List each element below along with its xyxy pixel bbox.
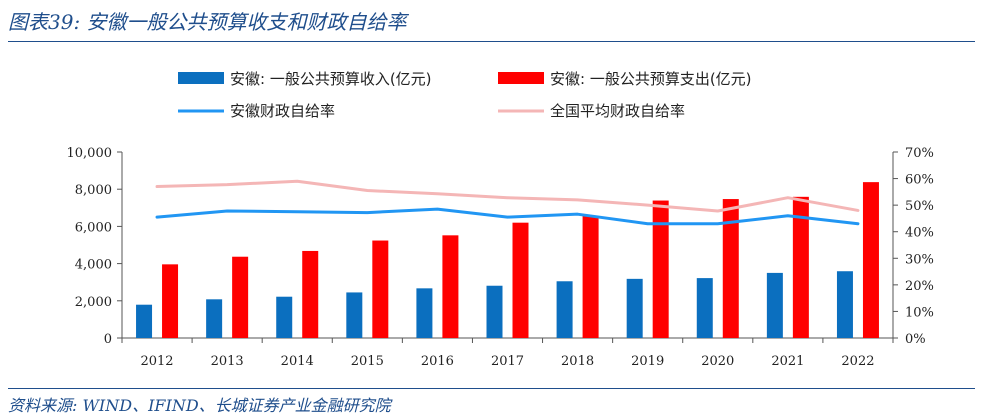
bar-expenditure bbox=[302, 250, 319, 338]
chart-title: 图表39: 安徽一般公共预算收支和财政自给率 bbox=[8, 10, 407, 34]
bar-expenditure bbox=[162, 264, 179, 338]
y-left-tick-label: 6,000 bbox=[75, 220, 112, 235]
x-tick-label: 2017 bbox=[491, 354, 524, 369]
y-left-tick-label: 10,000 bbox=[67, 146, 113, 161]
legend-swatch-revenue bbox=[178, 72, 224, 84]
x-tick-label: 2013 bbox=[211, 354, 244, 369]
bar-expenditure bbox=[722, 199, 739, 338]
legend-label-revenue: 安徽: 一般公共预算收入(亿元) bbox=[230, 70, 432, 88]
bar-revenue bbox=[626, 278, 643, 338]
y-left-tick-label: 4,000 bbox=[75, 258, 112, 273]
line-ratio-national bbox=[155, 179, 860, 213]
x-tick-label: 2021 bbox=[771, 354, 804, 369]
y-right-tick-label: 20% bbox=[905, 279, 934, 294]
bar-revenue bbox=[556, 281, 573, 338]
bar-revenue bbox=[486, 285, 503, 338]
x-tick-label: 2016 bbox=[421, 354, 454, 369]
top-rule bbox=[8, 41, 975, 42]
bar-expenditure bbox=[512, 222, 529, 338]
y-left-tick-label: 2,000 bbox=[75, 295, 112, 310]
y-left-tick-label: 0 bbox=[104, 332, 112, 347]
bar-revenue bbox=[206, 299, 223, 338]
legend: 安徽: 一般公共预算收入(亿元) 安徽: 一般公共预算支出(亿元) 安徽财政自给… bbox=[178, 70, 752, 120]
x-tick-label: 2022 bbox=[841, 354, 874, 369]
y-right-tick-label: 70% bbox=[905, 146, 934, 161]
bar-expenditure bbox=[372, 240, 389, 338]
bar-revenue bbox=[136, 304, 153, 338]
y-right-tick-label: 50% bbox=[905, 199, 934, 214]
x-tick-label: 2018 bbox=[561, 354, 594, 369]
x-tick-label: 2015 bbox=[351, 354, 384, 369]
y-right-tick-label: 0% bbox=[905, 332, 926, 347]
legend-label-ratio-national: 全国平均财政自给率 bbox=[550, 102, 685, 120]
x-tick-label: 2014 bbox=[281, 354, 314, 369]
bar-expenditure bbox=[582, 215, 599, 338]
bar-revenue bbox=[766, 272, 783, 338]
legend-label-expenditure: 安徽: 一般公共预算支出(亿元) bbox=[550, 70, 752, 88]
bar-revenue bbox=[346, 292, 363, 338]
y-right-tick-label: 10% bbox=[905, 305, 934, 320]
x-tick-label: 2012 bbox=[140, 354, 173, 369]
y-left-tick-label: 8,000 bbox=[75, 183, 112, 198]
x-tick-label: 2020 bbox=[701, 354, 734, 369]
bar-revenue bbox=[276, 296, 293, 338]
bar-expenditure bbox=[232, 256, 249, 338]
bar-expenditure bbox=[652, 200, 669, 338]
bar-revenue bbox=[696, 278, 713, 338]
source-note: 资料来源: WIND、IFIND、长城证券产业金融研究院 bbox=[8, 396, 391, 415]
y-right-tick-label: 60% bbox=[905, 173, 934, 188]
bar-revenue bbox=[416, 288, 433, 338]
bottom-rule bbox=[8, 388, 975, 389]
legend-swatch-expenditure bbox=[498, 72, 544, 84]
line-ratio-anhui bbox=[155, 207, 860, 226]
x-tick-label: 2019 bbox=[631, 354, 664, 369]
bar-expenditure bbox=[442, 235, 459, 338]
y-right-tick-label: 30% bbox=[905, 252, 934, 267]
bar-revenue bbox=[836, 271, 853, 338]
plot-area: 0 2,000 4,000 6,000 8,000 10,000 0% 10% 20% 30% 40… bbox=[67, 146, 934, 369]
bar-expenditure bbox=[792, 196, 809, 338]
legend-label-ratio-anhui: 安徽财政自给率 bbox=[230, 102, 335, 120]
bar-expenditure bbox=[862, 182, 879, 338]
y-right-tick-label: 40% bbox=[905, 226, 934, 241]
